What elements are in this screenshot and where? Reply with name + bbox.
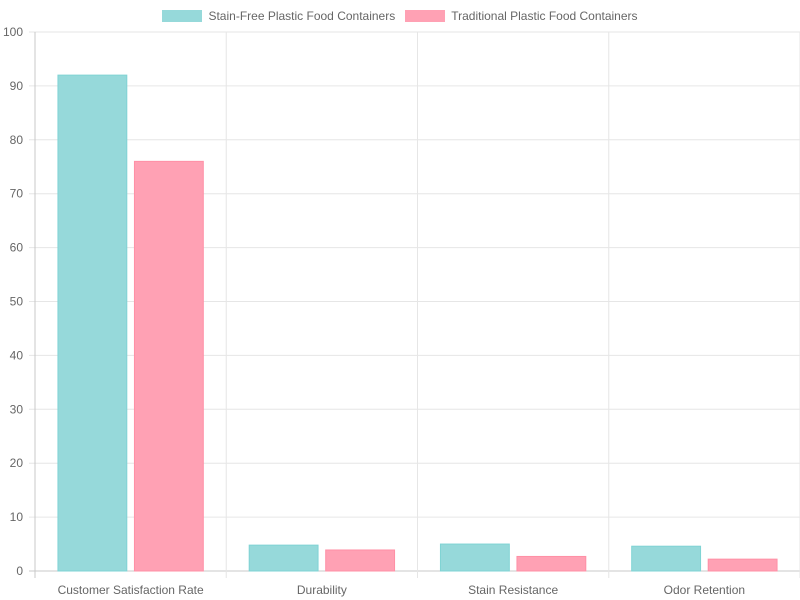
bar-traditional[interactable] — [707, 558, 778, 572]
bar-traditional[interactable] — [516, 555, 587, 572]
y-tick-label: 90 — [10, 79, 24, 93]
x-tick-label: Stain Resistance — [468, 583, 558, 597]
y-tick-label: 20 — [10, 456, 24, 470]
y-tick-label: 60 — [10, 241, 24, 255]
legend-label-traditional: Traditional Plastic Food Containers — [451, 9, 638, 23]
x-tick-label: Customer Satisfaction Rate — [58, 583, 204, 597]
y-tick-label: 80 — [10, 133, 24, 147]
legend-label-stain-free: Stain-Free Plastic Food Containers — [208, 9, 396, 23]
x-tick-label: Odor Retention — [664, 583, 745, 597]
bar-traditional[interactable] — [133, 160, 204, 572]
y-tick-label: 10 — [10, 510, 24, 524]
y-tick-label: 100 — [3, 25, 23, 39]
legend-item-stain-free[interactable]: Stain-Free Plastic Food Containers — [162, 9, 395, 23]
y-tick-label: 40 — [10, 348, 24, 362]
legend-item-traditional[interactable]: Traditional Plastic Food Containers — [405, 9, 638, 23]
bar-stain-free[interactable] — [57, 74, 128, 572]
y-tick-label: 50 — [10, 295, 24, 309]
bar-stain-free[interactable] — [631, 545, 702, 572]
legend-swatch-traditional — [405, 10, 446, 22]
bar-stain-free[interactable] — [248, 544, 319, 572]
legend-swatch-stain-free — [162, 10, 203, 22]
y-tick-label: 0 — [16, 564, 23, 578]
bar-traditional[interactable] — [325, 549, 396, 572]
y-tick-label: 70 — [10, 187, 24, 201]
y-tick-label: 30 — [10, 402, 24, 416]
x-tick-label: Durability — [297, 583, 347, 597]
bar-stain-free[interactable] — [439, 543, 510, 572]
legend: Stain-Free Plastic Food Containers Tradi… — [0, 8, 800, 24]
